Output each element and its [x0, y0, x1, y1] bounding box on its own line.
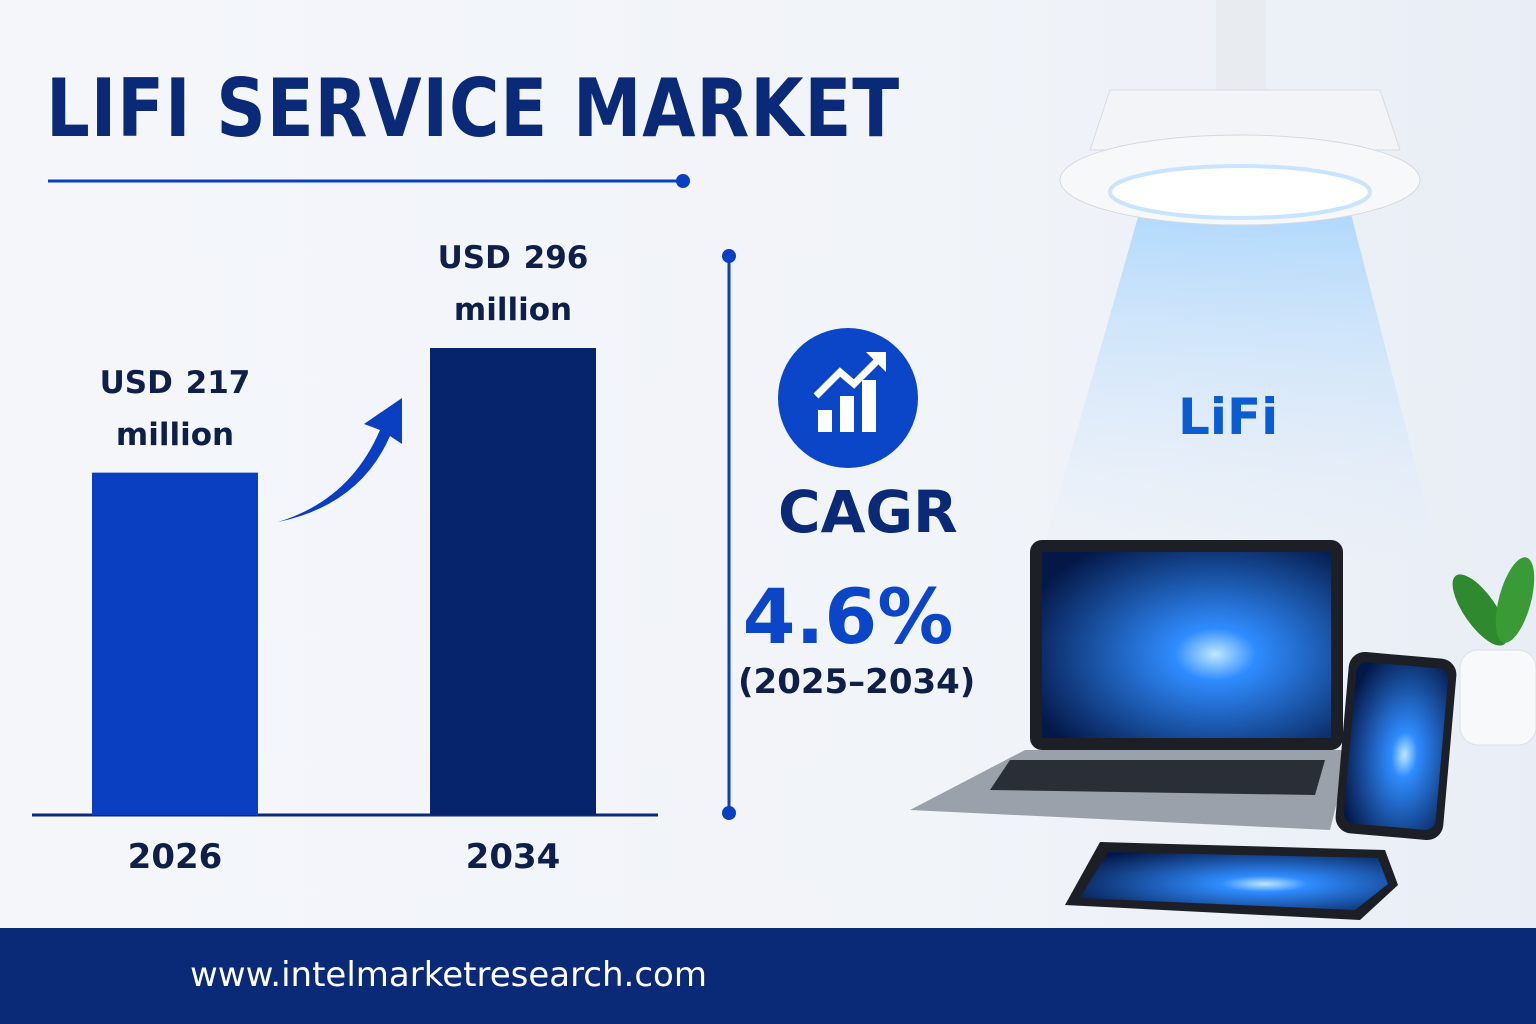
lamp-light	[1108, 164, 1372, 220]
cagr-label: CAGR	[778, 478, 958, 546]
growth-arrow	[278, 398, 402, 522]
divider-dot	[722, 806, 736, 820]
icon-arrow	[866, 352, 886, 372]
divider-dot	[722, 249, 736, 263]
leaf	[1452, 574, 1508, 646]
value-label: USD 217 million	[99, 364, 251, 453]
icon-bar	[818, 410, 832, 432]
keyboard	[990, 760, 1325, 795]
bar	[92, 472, 258, 815]
x-tick-label: 2034	[466, 837, 561, 877]
laptop-screen	[1042, 552, 1331, 738]
lamp-stem	[1216, 0, 1266, 92]
lamp-shade	[1089, 89, 1401, 151]
plant-pot	[1459, 649, 1536, 746]
x-tick-label: 2026	[128, 837, 223, 877]
light-beam	[1040, 210, 1440, 560]
bar	[430, 348, 596, 815]
cagr-period: (2025–2034)	[738, 662, 976, 702]
icon-bar	[840, 396, 854, 432]
tablet-screen	[1080, 852, 1388, 910]
leaf	[1495, 557, 1535, 643]
value-label: USD 296 million	[437, 240, 589, 328]
title: LIFI SERVICE MARKET	[46, 62, 901, 155]
rule-dot	[676, 174, 690, 188]
footer-url[interactable]: www.intelmarketresearch.com	[190, 955, 707, 995]
cagr-value: 4.6%	[742, 572, 954, 661]
icon-line	[813, 357, 881, 399]
footer-bar	[0, 928, 1536, 1024]
lifi-label: LiFi	[1178, 388, 1279, 446]
phone-screen	[1343, 662, 1449, 830]
icon-bar	[862, 380, 876, 432]
